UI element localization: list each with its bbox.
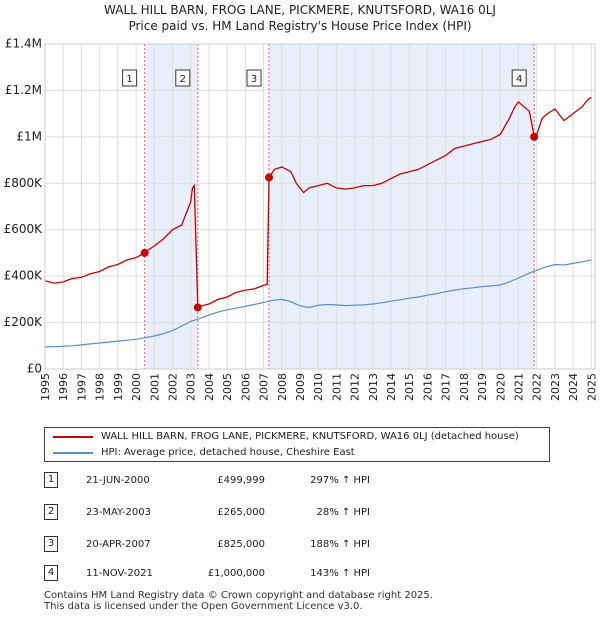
marker-label-box xyxy=(175,69,191,87)
x-tick-label: 2017 xyxy=(440,373,453,401)
price-chart: 1995 1996 1997 1998 1999 2000 2001 2002 2003 2004… xyxy=(4,37,599,402)
sale-point xyxy=(530,132,539,141)
marker-label: 4 xyxy=(516,74,522,85)
marker-label: 3 xyxy=(251,74,257,85)
x-tick-label: 2014 xyxy=(385,373,398,401)
table-row: 2 23-MAY-2003 £265,000 28% ↑ HPI xyxy=(0,503,600,523)
x-tick-label: 2009 xyxy=(294,373,307,401)
transaction-price: £499,999 xyxy=(217,475,265,486)
x-tick-label: 1997 xyxy=(75,373,88,401)
table-row: 4 11-NOV-2021 £1,000,000 143% ↑ HPI xyxy=(0,564,600,584)
x-tick-label: 2015 xyxy=(403,373,416,401)
x-tick-label: 2016 xyxy=(421,373,434,401)
chart-title: WALL HILL BARN, FROG LANE, PICKMERE, KNU… xyxy=(104,3,496,17)
x-tick-label: 2001 xyxy=(148,373,161,401)
legend-swatch-hpi xyxy=(53,452,93,454)
footer-attribution: Contains HM Land Registry data © Crown c… xyxy=(44,590,433,612)
transaction-number-badge: 1 xyxy=(44,472,58,488)
sale-point xyxy=(140,248,149,257)
transaction-price: £265,000 xyxy=(217,507,265,518)
y-tick-label: £400K xyxy=(4,269,44,283)
x-tick-label: 2000 xyxy=(130,373,143,401)
footer-copyright: Contains HM Land Registry data © Crown c… xyxy=(44,590,433,601)
chart-subtitle: Price paid vs. HM Land Registry's House … xyxy=(128,19,472,33)
transaction-number-badge: 2 xyxy=(44,504,58,520)
y-tick-label: £1.4M xyxy=(5,37,42,51)
transaction-date: 21-JUN-2000 xyxy=(86,475,150,486)
shaded-ownership-period xyxy=(269,44,535,369)
footer-license: This data is licensed under the Open Gov… xyxy=(44,601,363,612)
x-tick-label: 2003 xyxy=(185,373,198,401)
x-tick-label: 2011 xyxy=(330,373,343,401)
x-tick-label: 1996 xyxy=(57,373,70,401)
transaction-date: 20-APR-2007 xyxy=(86,539,151,550)
legend-label-hpi: HPI: Average price, detached house, Ches… xyxy=(101,447,355,458)
sale-point xyxy=(265,173,274,182)
x-tick-label: 2013 xyxy=(367,373,380,401)
y-tick-label: £600K xyxy=(4,222,44,236)
chart-legend: WALL HILL BARN, FROG LANE, PICKMERE, KNU… xyxy=(44,427,550,462)
x-tick-label: 2006 xyxy=(239,373,252,401)
transaction-price: £825,000 xyxy=(217,539,265,550)
transaction-hpi-change: 297% ↑ HPI xyxy=(310,475,370,486)
x-tick-label: 2025 xyxy=(585,373,598,401)
x-tick-label: 2018 xyxy=(458,373,471,401)
transaction-hpi-change: 143% ↑ HPI xyxy=(310,568,370,579)
transaction-number-badge: 4 xyxy=(44,565,58,581)
x-tick-label: 2022 xyxy=(531,373,544,401)
x-tick-label: 2004 xyxy=(203,373,216,401)
y-tick-label: £0 xyxy=(27,362,42,376)
x-tick-label: 2019 xyxy=(476,373,489,401)
marker-label-box xyxy=(122,69,138,87)
transaction-hpi-change: 188% ↑ HPI xyxy=(310,539,370,550)
marker-label: 2 xyxy=(180,74,186,85)
table-row: 1 21-JUN-2000 £499,999 297% ↑ HPI xyxy=(0,471,600,491)
x-tick-label: 2021 xyxy=(513,373,526,401)
table-row: 3 20-APR-2007 £825,000 188% ↑ HPI xyxy=(0,535,600,555)
legend-label-property: WALL HILL BARN, FROG LANE, PICKMERE, KNU… xyxy=(101,431,519,442)
x-tick-label: 2007 xyxy=(258,373,271,401)
y-tick-label: £1.2M xyxy=(5,83,42,97)
transaction-number-badge: 3 xyxy=(44,536,58,552)
y-tick-label: £1M xyxy=(16,129,42,143)
marker-label-box xyxy=(246,69,262,87)
x-tick-label: 1999 xyxy=(112,373,125,401)
y-tick-label: £200K xyxy=(4,315,44,329)
x-tick-label: 2008 xyxy=(276,373,289,401)
transaction-date: 23-MAY-2003 xyxy=(86,507,152,518)
transaction-hpi-change: 28% ↑ HPI xyxy=(316,507,370,518)
transaction-price: £1,000,000 xyxy=(207,568,265,579)
x-tick-label: 1995 xyxy=(39,373,52,401)
transaction-date: 11-NOV-2021 xyxy=(86,568,153,579)
shaded-ownership-period xyxy=(144,44,198,369)
x-tick-label: 2010 xyxy=(312,373,325,401)
x-tick-label: 2012 xyxy=(349,373,362,401)
marker-label: 1 xyxy=(126,74,132,85)
x-tick-label: 2023 xyxy=(549,373,562,401)
y-tick-label: £800K xyxy=(4,176,44,190)
plot-border xyxy=(44,43,596,370)
sale-point xyxy=(193,303,202,312)
marker-label-box xyxy=(511,69,527,87)
x-tick-label: 2002 xyxy=(166,373,179,401)
legend-swatch-property xyxy=(53,436,93,438)
hpi-series-line xyxy=(44,259,592,348)
x-tick-label: 2020 xyxy=(494,373,507,401)
x-tick-label: 2024 xyxy=(567,373,580,401)
x-tick-label: 2005 xyxy=(221,373,234,401)
x-tick-label: 1998 xyxy=(94,373,107,401)
